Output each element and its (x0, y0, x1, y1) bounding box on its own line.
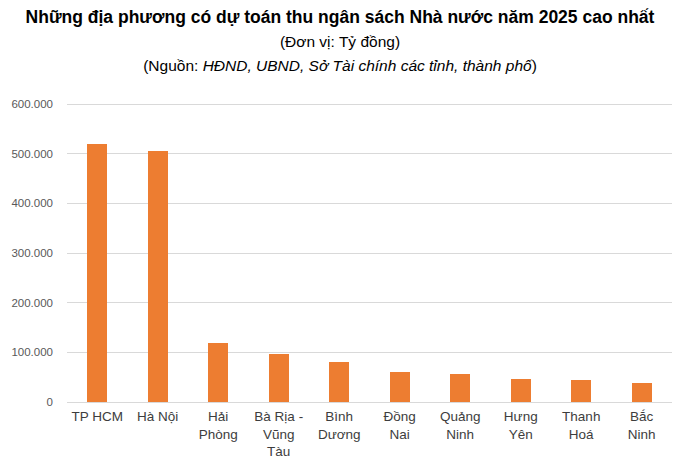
bar (148, 151, 168, 402)
y-axis-tick-label: 100.000 (11, 346, 53, 358)
bar (390, 372, 410, 402)
y-axis-tick-label: 0 (47, 396, 53, 408)
x-axis-category-label: Bình Dương (309, 408, 370, 461)
bar (571, 380, 591, 402)
bar (87, 144, 107, 402)
y-axis-tick-label: 300.000 (11, 247, 53, 259)
gridline (67, 104, 672, 105)
bar (632, 383, 652, 402)
x-axis-category-label: Đồng Nai (370, 408, 431, 461)
chart-header: Những địa phương có dự toán thu ngân sác… (0, 4, 680, 78)
bar (269, 354, 289, 402)
x-axis: TP HCMHà NộiHải PhòngBà Rịa - Vũng TàuBì… (67, 408, 672, 461)
x-axis-category-label: Hải Phòng (188, 408, 249, 461)
y-axis-tick-label: 500.000 (11, 148, 53, 160)
x-axis-category-label: Thanh Hoá (551, 408, 612, 461)
chart-unit-subtitle: (Đơn vị: Tỷ đồng) (0, 30, 680, 54)
chart-title: Những địa phương có dự toán thu ngân sác… (0, 4, 680, 30)
bar (511, 379, 531, 402)
chart-source-suffix: ) (532, 57, 537, 74)
bar (329, 362, 349, 402)
x-axis-category-label: Bắc Ninh (612, 408, 673, 461)
x-axis-category-label: Hưng Yên (491, 408, 552, 461)
chart-source-prefix: (Nguồn: (143, 57, 202, 74)
y-axis-tick-label: 400.000 (11, 197, 53, 209)
bar (450, 374, 470, 402)
chart-source: (Nguồn: HĐND, UBND, Sở Tài chính các tỉn… (0, 54, 680, 78)
plot-area (67, 104, 672, 402)
x-axis-category-label: Quảng Ninh (430, 408, 491, 461)
bar-chart: Những địa phương có dự toán thu ngân sác… (0, 0, 680, 476)
bar (208, 343, 228, 402)
x-axis-category-label: TP HCM (67, 408, 128, 461)
chart-source-italic: HĐND, UBND, Sở Tài chính các tỉnh, thành… (203, 57, 532, 74)
y-axis: 0100.000200.000300.000400.000500.000600.… (0, 104, 53, 402)
y-axis-tick-label: 600.000 (11, 98, 53, 110)
y-axis-tick-label: 200.000 (11, 297, 53, 309)
x-axis-category-label: Bà Rịa - Vũng Tàu (249, 408, 310, 461)
x-axis-category-label: Hà Nội (128, 408, 189, 461)
